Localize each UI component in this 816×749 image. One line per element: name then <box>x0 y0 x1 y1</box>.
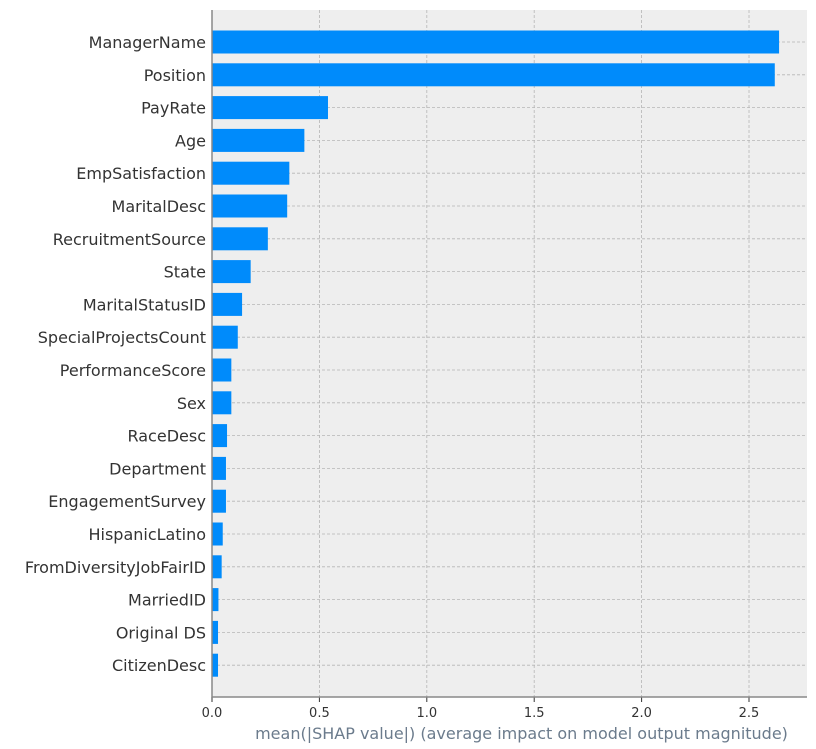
bar-racedesc <box>212 424 228 448</box>
x-tick-label: 0.0 <box>202 706 223 721</box>
x-axis-ticks: 0.0 0.5 1.0 1.5 2.0 2.5 <box>202 697 760 721</box>
category-label: HispanicLatino <box>88 525 206 544</box>
category-label: PerformanceScore <box>60 361 206 380</box>
bar-fromdiversityjobfairid <box>212 555 222 579</box>
bar-managername <box>212 30 780 54</box>
bar-age <box>212 128 305 152</box>
category-label: Original DS <box>116 623 206 642</box>
category-label: MaritalStatusID <box>83 295 206 314</box>
bar-state <box>212 260 251 284</box>
x-tick-label: 2.5 <box>739 706 760 721</box>
x-axis-title: mean(|SHAP value|) (average impact on mo… <box>255 724 788 743</box>
bar-sex <box>212 391 232 415</box>
bar-citizendesc <box>212 653 219 677</box>
bar-maritaldesc <box>212 194 288 218</box>
x-tick-label: 1.0 <box>416 706 437 721</box>
category-label: Department <box>109 459 206 478</box>
bar-specialprojectscount <box>212 325 238 349</box>
category-label: Position <box>144 66 206 85</box>
category-label: FromDiversityJobFairID <box>25 558 206 577</box>
category-label: Sex <box>177 394 206 413</box>
category-label: ManagerName <box>89 33 206 52</box>
bar-engagementsurvey <box>212 489 226 513</box>
bar-department <box>212 456 226 480</box>
x-tick-label: 1.5 <box>524 706 545 721</box>
category-label: EmpSatisfaction <box>76 164 206 183</box>
category-label: Age <box>175 131 206 150</box>
category-label: MaritalDesc <box>112 197 206 216</box>
category-labels: ManagerName Position PayRate Age EmpSatisfac… <box>25 33 206 675</box>
category-label: RecruitmentSource <box>53 230 206 249</box>
bar-position <box>212 63 775 87</box>
category-label: CitizenDesc <box>112 656 206 675</box>
x-tick-label: 0.5 <box>309 706 330 721</box>
category-label: EngagementSurvey <box>48 492 206 511</box>
bar-hispaniclatino <box>212 522 223 546</box>
category-label: PayRate <box>141 99 206 118</box>
bar-recruitmentsource <box>212 227 268 251</box>
category-label: MarriedID <box>128 591 206 610</box>
bar-original-ds <box>212 620 219 644</box>
category-label: RaceDesc <box>127 427 206 446</box>
bars <box>212 30 780 677</box>
plot-area <box>212 10 807 697</box>
x-tick-label: 2.0 <box>631 706 652 721</box>
bar-payrate <box>212 96 328 120</box>
category-label: SpecialProjectsCount <box>38 328 206 347</box>
bar-maritalstatusid <box>212 292 243 316</box>
category-label: State <box>164 263 206 282</box>
bar-marriedid <box>212 588 219 612</box>
bar-empsatisfaction <box>212 161 290 185</box>
bar-performancescore <box>212 358 232 382</box>
